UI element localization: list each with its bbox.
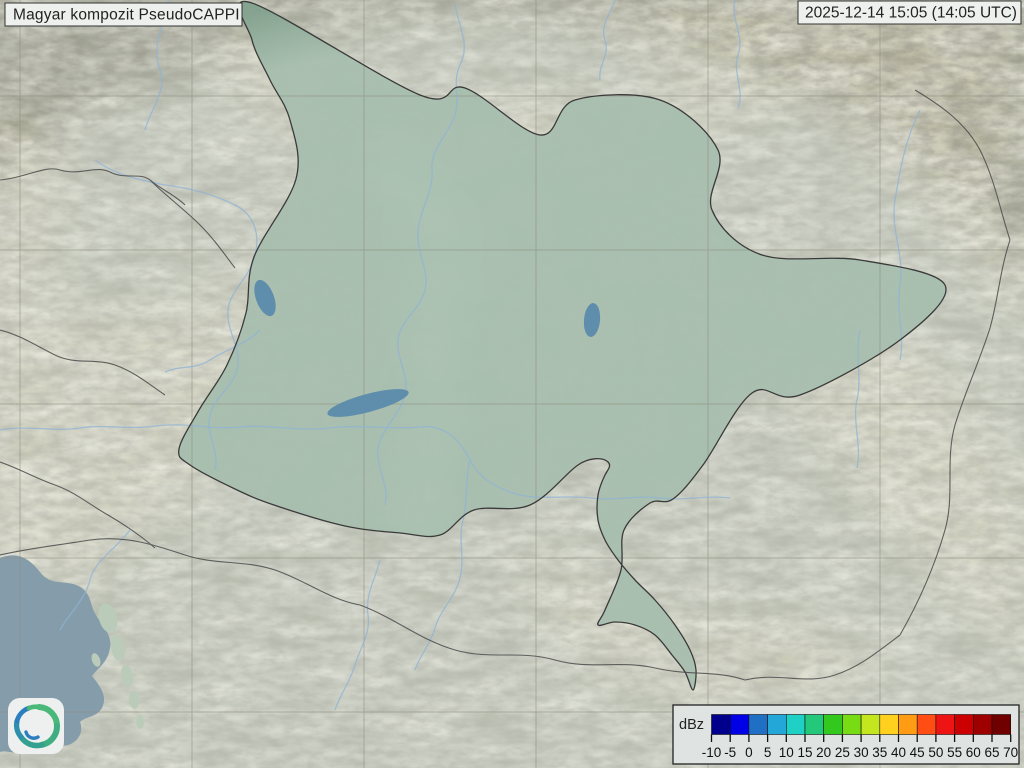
svg-text:-10: -10 bbox=[702, 745, 722, 760]
svg-text:35: 35 bbox=[872, 745, 887, 760]
svg-text:60: 60 bbox=[966, 745, 981, 760]
svg-text:30: 30 bbox=[854, 745, 869, 760]
svg-text:40: 40 bbox=[891, 745, 906, 760]
svg-text:55: 55 bbox=[947, 745, 962, 760]
svg-text:25: 25 bbox=[835, 745, 850, 760]
svg-text:0: 0 bbox=[745, 745, 753, 760]
svg-text:15: 15 bbox=[797, 745, 812, 760]
svg-text:5: 5 bbox=[764, 745, 772, 760]
svg-text:2025-12-14 15:05 (14:05 UTC): 2025-12-14 15:05 (14:05 UTC) bbox=[805, 5, 1017, 22]
svg-text:dBz: dBz bbox=[679, 717, 704, 733]
svg-text:Magyar kompozit PseudoCAPPI: Magyar kompozit PseudoCAPPI bbox=[13, 7, 240, 24]
svg-text:45: 45 bbox=[910, 745, 925, 760]
svg-text:70: 70 bbox=[1003, 745, 1018, 760]
svg-text:-5: -5 bbox=[724, 745, 736, 760]
svg-text:65: 65 bbox=[984, 745, 999, 760]
svg-text:10: 10 bbox=[779, 745, 794, 760]
svg-text:50: 50 bbox=[928, 745, 943, 760]
svg-text:20: 20 bbox=[816, 745, 831, 760]
